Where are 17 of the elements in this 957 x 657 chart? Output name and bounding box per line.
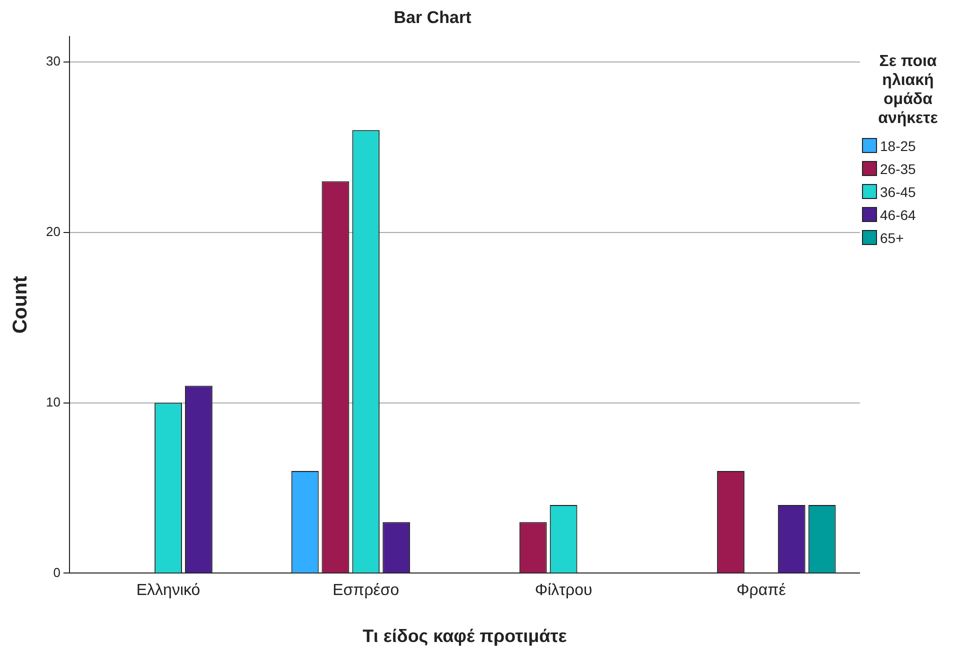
legend-title: Σε ποια ηλιακή ομάδα ανήκετε — [877, 52, 939, 128]
y-tick-label: 10 — [46, 394, 60, 410]
legend-label: 18-25 — [880, 138, 916, 154]
x-tick-label: Φραπέ — [736, 582, 786, 600]
x-axis-title: Τι είδος καφέ προτιμάτε — [362, 626, 568, 646]
y-axis-title: Count — [10, 276, 32, 334]
legend-label: 36-45 — [880, 184, 916, 200]
legend-label: 46-64 — [880, 206, 916, 222]
y-tick-label: 0 — [53, 564, 60, 580]
x-tick-label: Φίλτρου — [534, 582, 592, 600]
legend-label: 26-35 — [880, 160, 916, 176]
y-tick-label: 20 — [46, 224, 60, 239]
x-tick-label: Εσπρέσο — [332, 582, 400, 600]
y-tick-label: 30 — [46, 54, 60, 69]
chart-title: Bar Chart — [394, 8, 472, 27]
legend-label: 65+ — [880, 230, 904, 246]
x-tick-label: Ελληνικό — [136, 582, 200, 600]
